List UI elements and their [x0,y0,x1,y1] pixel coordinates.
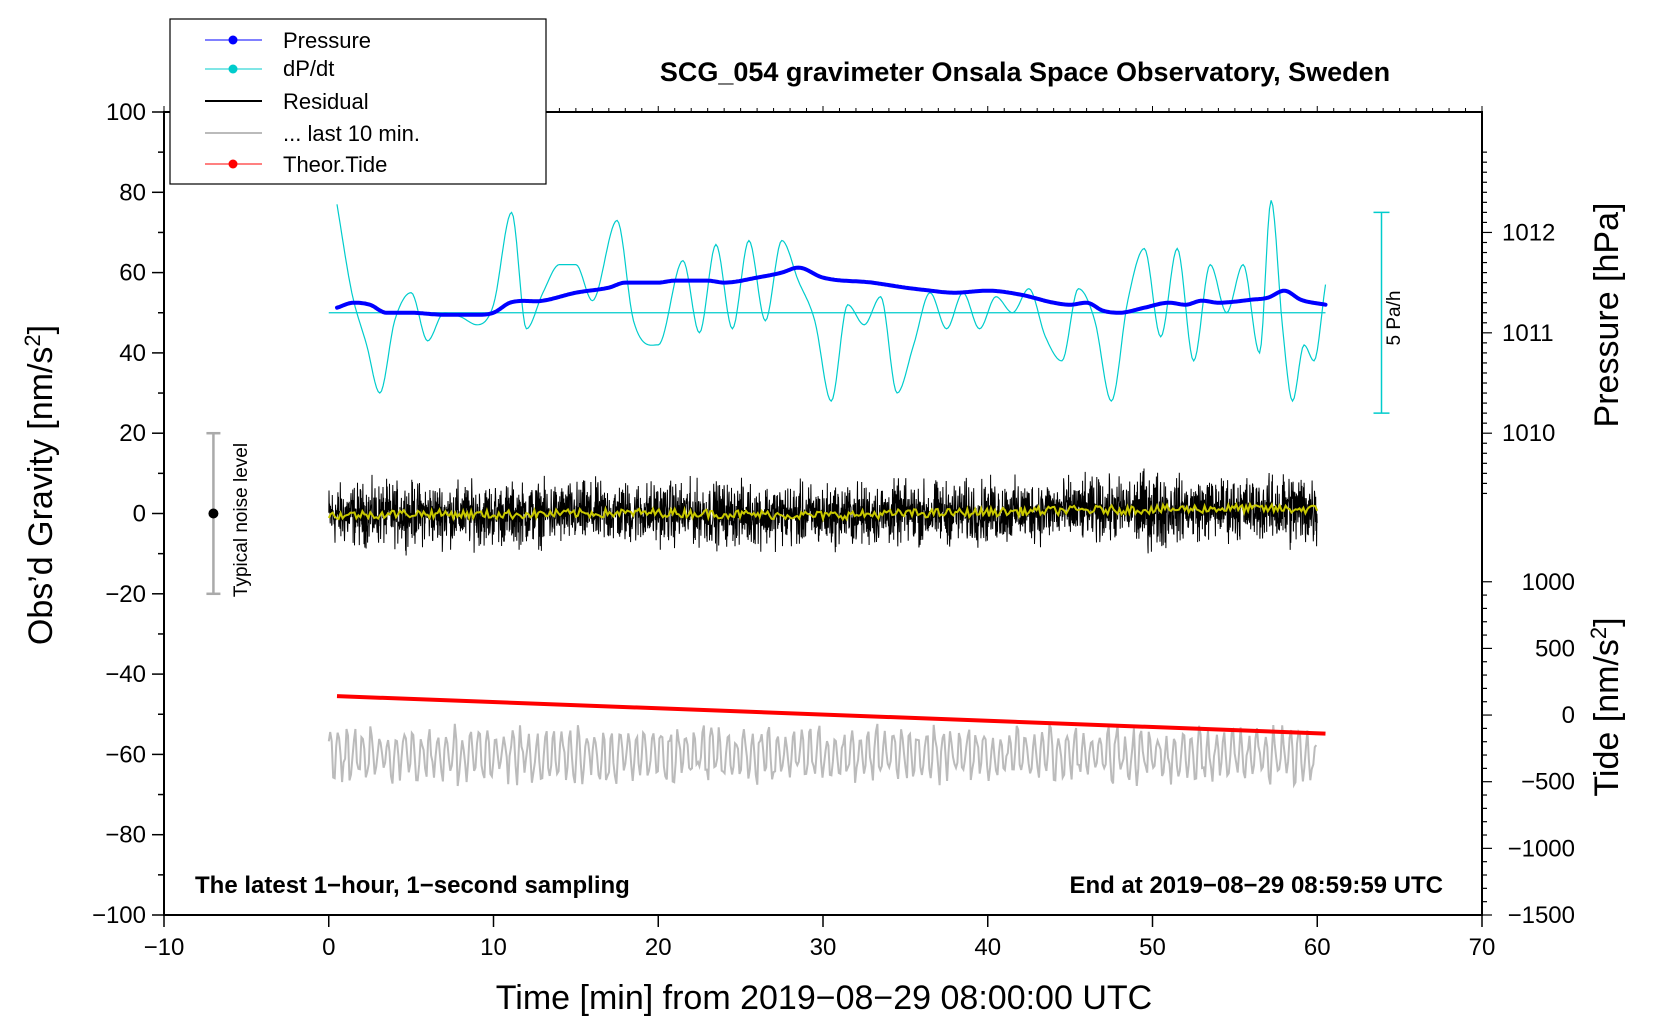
y-tick-label: −60 [105,741,146,768]
tide-tick-label: −1000 [1508,835,1575,862]
annotation-bottom-left: The latest 1−hour, 1−second sampling [195,872,630,899]
x-tick-label: 40 [974,934,1001,961]
tide-axis-title: Tide [nm/s2] [1586,617,1626,796]
theor-tide-line [336,694,1326,736]
y-tick-label: −40 [105,661,146,688]
y-tick-label: 60 [119,260,146,287]
legend-label-theor-tide: Theor.Tide [283,152,387,177]
x-tick-label: 10 [480,934,507,961]
axes-layer: −10 0 10 20 30 40 50 60 70100806040200−20−40−60−… [92,99,1575,961]
y-tick-label: 20 [119,420,146,447]
legend-label-dpdt: dP/dt [283,56,334,81]
dpdt-scale-label: 5 Pa/h [1384,291,1405,346]
y-tick-label: −80 [105,822,146,849]
y-tick-label: −100 [92,902,146,929]
tide-tick-label: 1000 [1522,569,1575,596]
x-tick-label: 20 [645,934,672,961]
dpdt-line [336,200,1327,403]
x-axis-title: Time [min] from 2019−08−29 08:00:00 UTC [496,979,1152,1017]
y-tick-label: −20 [105,581,146,608]
data-layer [206,200,1390,789]
pressure-tick-label: 1012 [1502,219,1555,246]
legend-swatch-marker [228,64,238,74]
legend-label-residual: Residual [283,89,369,114]
pressure-tick-label: 1011 [1502,320,1554,347]
legend-swatch-marker [228,159,238,169]
noise-bar-center-point [208,508,219,519]
tide-tick-label: 500 [1535,635,1575,662]
pressure-axis-title: Pressure [hPa] [1588,203,1626,428]
y-axis-title: Obs’d Gravity [nm/s2] [20,325,60,645]
residual-mean-line [327,501,1319,523]
tide-tick-label: −500 [1521,769,1575,796]
x-tick-label: 50 [1139,934,1166,961]
last-10-min-line [327,721,1318,789]
y-tick-label: 40 [119,340,146,367]
tide-tick-label: 0 [1562,702,1575,729]
pressure-tick-label: 1010 [1502,420,1555,447]
tide-tick-label: −1500 [1508,902,1575,929]
legend: Pressure dP/dt Residual ... last 10 min.… [169,18,547,185]
legend-swatches [205,35,262,169]
y-tick-label: 0 [133,501,146,528]
y-tick-label: 80 [119,179,146,206]
x-tick-label: 60 [1304,934,1331,961]
legend-label-pressure: Pressure [283,28,371,53]
x-tick-label: 0 [322,934,335,961]
noise-level-label: Typical noise level [231,443,252,597]
pressure-line [335,265,1328,317]
y-tick-label: 100 [106,99,146,126]
x-tick-label: 70 [1469,934,1496,961]
legend-swatch-marker [228,35,238,45]
x-tick-label: −10 [144,934,185,961]
annotation-bottom-right: End at 2019−08−29 08:59:59 UTC [1069,872,1443,899]
x-tick-label: 30 [810,934,837,961]
chart-title: SCG_054 gravimeter Onsala Space Observat… [660,57,1390,87]
legend-label-last-10-min: ... last 10 min. [283,121,420,146]
